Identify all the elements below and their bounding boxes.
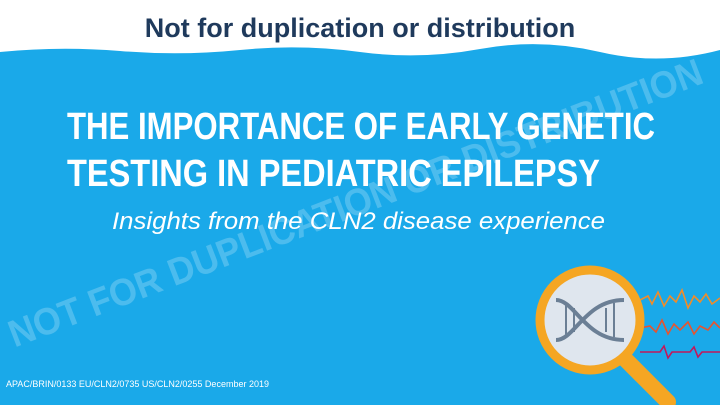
title-line: TESTING IN PEDIATRIC EPILEPSY <box>67 153 600 195</box>
eeg-wave <box>639 287 720 311</box>
magnifier <box>535 265 676 405</box>
magnifier-handle <box>614 348 676 405</box>
title-line: THE IMPORTANCE OF EARLY GENETIC <box>67 106 655 148</box>
footer: APAC/BRIN/0133 EU/CLN2/0735 US/CLN2/0255… <box>6 379 269 389</box>
magnifier-lens <box>535 265 645 375</box>
eeg-wave <box>639 318 720 336</box>
dna-helix <box>555 298 625 342</box>
notice: Not for duplication or distribution <box>145 13 575 43</box>
eeg-wave <box>640 344 720 360</box>
eeg-waves <box>639 287 720 360</box>
subtitle: Insights from the CLN2 disease experienc… <box>112 208 605 235</box>
dna-rungs <box>565 303 615 337</box>
